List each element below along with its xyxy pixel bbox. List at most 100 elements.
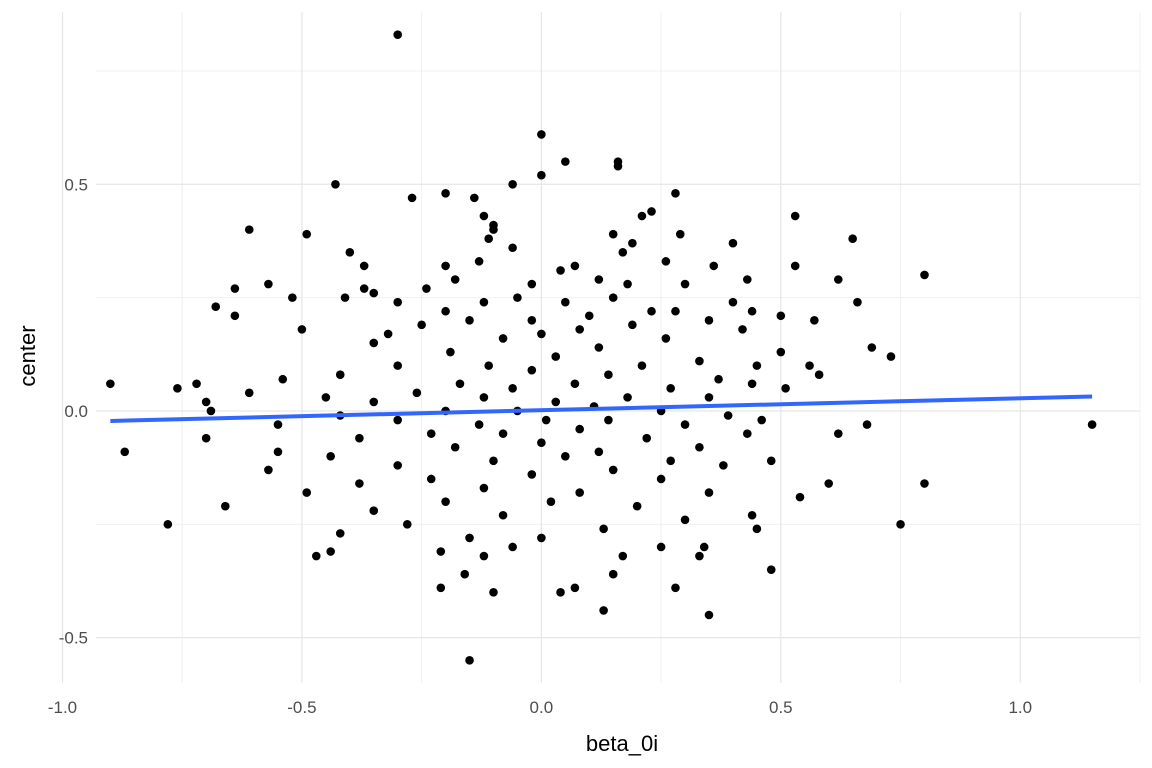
data-point [747, 306, 757, 316]
data-point [719, 461, 728, 470]
data-point [479, 551, 489, 561]
data-point [546, 497, 556, 506]
data-point [537, 438, 546, 448]
data-point [862, 420, 872, 429]
data-point [436, 547, 446, 556]
data-point [570, 379, 580, 389]
data-point [680, 279, 690, 289]
data-point [537, 329, 546, 339]
y-tick-label: -0.5 [59, 629, 88, 648]
data-point [814, 370, 824, 380]
data-point [489, 588, 498, 597]
data-point [795, 492, 805, 502]
data-point [393, 361, 403, 370]
data-point [163, 520, 173, 529]
data-point [201, 397, 211, 407]
data-point [120, 447, 130, 457]
data-point [206, 406, 216, 416]
data-point [498, 429, 508, 438]
data-point [393, 30, 403, 39]
data-point [623, 279, 632, 289]
data-point [599, 606, 608, 615]
data-point [766, 456, 776, 466]
data-point [695, 551, 704, 561]
data-point [426, 429, 436, 438]
data-point [106, 379, 115, 389]
data-point [508, 179, 517, 189]
data-point [656, 474, 666, 484]
data-point [608, 293, 618, 302]
data-point [470, 193, 479, 203]
data-point [709, 261, 719, 271]
data-point [661, 334, 671, 343]
data-point [417, 320, 426, 330]
data-point [479, 211, 489, 221]
data-point [446, 347, 455, 357]
data-point [527, 279, 537, 289]
data-point [575, 488, 584, 497]
data-point [264, 279, 273, 289]
data-point [244, 225, 254, 234]
y-tick-labels: -0.5 0.0 0.5 [59, 175, 88, 647]
data-point [331, 179, 340, 189]
data-point [489, 456, 498, 466]
data-point [393, 415, 403, 425]
data-point [355, 479, 364, 488]
data-point [513, 293, 522, 302]
data-point [508, 243, 517, 253]
data-point [474, 257, 484, 266]
data-point [723, 411, 733, 420]
data-point [369, 506, 379, 516]
data-point [508, 542, 517, 552]
data-point [628, 320, 637, 330]
data-point [848, 234, 857, 243]
data-point [575, 325, 584, 334]
data-point [465, 656, 474, 665]
data-point [790, 261, 800, 271]
data-point [896, 520, 905, 529]
data-point [671, 189, 680, 198]
data-point [747, 379, 757, 389]
data-point [570, 583, 580, 593]
x-tick-label: -0.5 [287, 698, 316, 717]
data-point [479, 483, 489, 493]
data-point [704, 315, 714, 325]
data-point [484, 234, 493, 243]
data-point [618, 551, 628, 561]
data-point [714, 374, 723, 384]
data-point [393, 297, 403, 307]
data-point [613, 161, 623, 171]
data-point [359, 284, 369, 293]
data-point [479, 393, 489, 402]
data-point [441, 189, 450, 198]
data-point [288, 293, 297, 302]
data-point [594, 447, 604, 457]
data-point [699, 542, 709, 552]
y-tick-label: 0.5 [64, 175, 88, 194]
data-point [642, 433, 652, 443]
data-point [824, 479, 834, 488]
data-point [537, 170, 546, 180]
data-point [680, 515, 690, 525]
data-point [426, 474, 436, 484]
data-point [781, 384, 790, 393]
data-point [460, 569, 470, 579]
y-tick-label: 0.0 [64, 402, 88, 421]
data-point [805, 361, 814, 370]
data-point [359, 261, 369, 271]
data-point [556, 266, 565, 275]
data-point [604, 415, 613, 425]
data-point [743, 275, 752, 284]
scatter-points [106, 30, 1097, 665]
data-point [647, 207, 656, 216]
data-point [335, 370, 345, 380]
data-point [393, 461, 403, 470]
data-point [853, 297, 862, 307]
data-point [628, 238, 637, 248]
data-point [474, 420, 484, 429]
data-point [671, 583, 680, 593]
data-point [230, 311, 240, 321]
data-point [537, 533, 546, 543]
data-point [833, 429, 843, 438]
x-tick-label: 1.0 [1008, 698, 1032, 717]
